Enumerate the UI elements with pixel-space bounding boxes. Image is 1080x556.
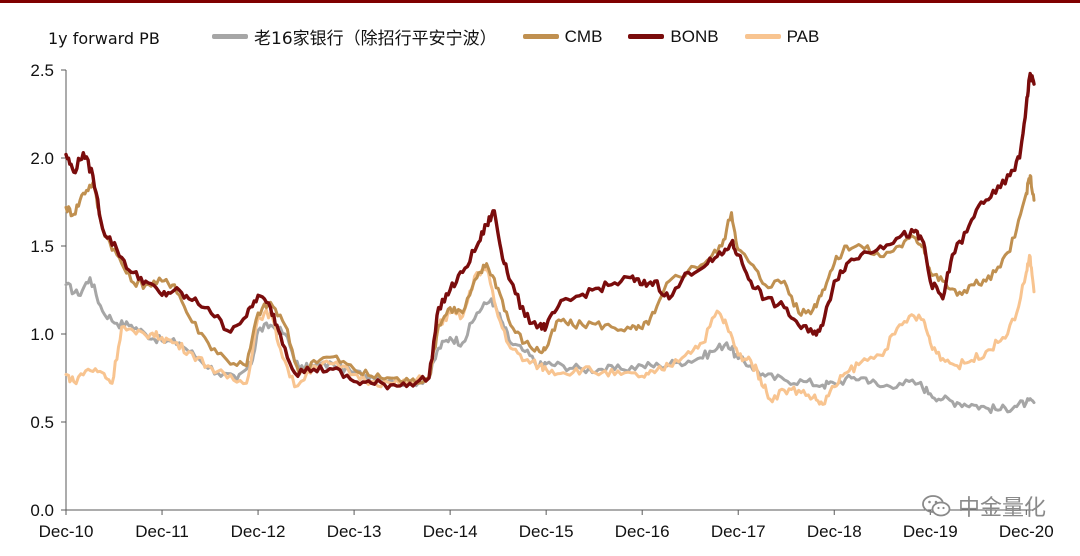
legend-swatch-old16-banks bbox=[212, 34, 248, 39]
legend-item-bonb: BONB bbox=[628, 26, 719, 47]
x-tick-label: Dec-14 bbox=[423, 522, 478, 541]
x-tick-label: Dec-20 bbox=[999, 522, 1054, 541]
y-axis-unit-label: 1y forward PB bbox=[48, 29, 160, 48]
legend-swatch-cmb bbox=[522, 34, 559, 39]
x-tick-label: Dec-17 bbox=[711, 522, 766, 541]
x-tick-label: Dec-19 bbox=[903, 522, 958, 541]
top-rule bbox=[0, 0, 1080, 3]
chart-legend: 老16家银行（除招行平安宁波） CMB BONB PAB bbox=[212, 24, 845, 49]
x-tick-label: Dec-16 bbox=[615, 522, 670, 541]
x-tick-label: Dec-12 bbox=[231, 522, 286, 541]
legend-label-pab: PAB bbox=[786, 26, 820, 46]
x-tick-label: Dec-10 bbox=[39, 522, 94, 541]
x-tick-label: Dec-13 bbox=[327, 522, 382, 541]
wechat-icon bbox=[922, 495, 951, 517]
legend-item-old16-banks: 老16家银行（除招行平安宁波） bbox=[212, 24, 497, 49]
legend-item-cmb: CMB bbox=[522, 26, 603, 47]
legend-swatch-pab bbox=[744, 34, 781, 39]
y-tick-label: 2.5 bbox=[30, 61, 54, 80]
watermark-text: 中金量化 bbox=[957, 496, 1046, 521]
y-tick-label: 2.0 bbox=[30, 149, 54, 168]
series-line-bonb bbox=[64, 71, 1036, 391]
y-tick-label: 0.0 bbox=[30, 501, 54, 520]
legend-label-cmb: CMB bbox=[564, 26, 603, 46]
legend-swatch-bonb bbox=[628, 34, 665, 39]
legend-label-bonb: BONB bbox=[670, 26, 719, 46]
y-tick-label: 1.0 bbox=[30, 325, 54, 344]
x-tick-label: Dec-18 bbox=[807, 522, 862, 541]
x-tick-label: Dec-11 bbox=[135, 522, 189, 541]
y-tick-label: 1.5 bbox=[30, 237, 54, 256]
y-tick-label: 0.5 bbox=[30, 413, 54, 432]
series-line-cmb bbox=[64, 174, 1036, 385]
series-line-pab bbox=[64, 253, 1036, 406]
legend-label-old16-banks: 老16家银行（除招行平安宁波） bbox=[254, 29, 497, 49]
x-tick-label: Dec-15 bbox=[519, 522, 574, 541]
watermark: 中金量化 bbox=[922, 490, 1046, 522]
legend-item-pab: PAB bbox=[744, 26, 820, 47]
